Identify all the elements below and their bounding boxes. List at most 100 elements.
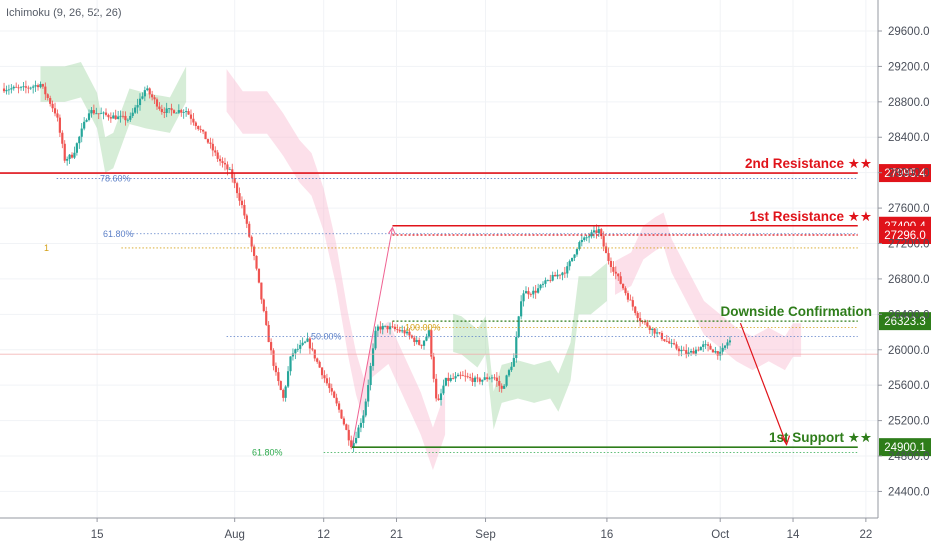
candle-body xyxy=(163,112,166,113)
candle-body xyxy=(345,424,348,430)
candle-body xyxy=(250,236,253,247)
y-tick-label: 25600.0 xyxy=(888,380,930,392)
candle-body xyxy=(124,115,127,121)
candle-body xyxy=(371,348,375,366)
candle-body xyxy=(233,178,236,184)
candle-body xyxy=(104,112,108,115)
candle-body xyxy=(272,350,275,366)
candle-body xyxy=(337,403,341,410)
candle-body xyxy=(160,108,163,113)
candle-body xyxy=(209,142,212,144)
candle-body xyxy=(56,113,59,118)
candle-body xyxy=(694,349,698,354)
candle-body xyxy=(5,90,8,92)
candle-body xyxy=(432,356,435,379)
candle-body xyxy=(75,143,78,153)
candle-body xyxy=(7,89,11,91)
candle-body xyxy=(624,288,627,294)
candle-body xyxy=(206,139,210,143)
candle-body xyxy=(369,365,372,386)
candle-body xyxy=(520,301,523,317)
candle-body xyxy=(78,136,81,144)
candle-body xyxy=(612,267,615,272)
candle-body xyxy=(376,326,380,331)
candle-body xyxy=(90,110,93,114)
price-tag-label: 26323.3 xyxy=(884,316,926,328)
candle-body xyxy=(354,437,358,443)
candle-body xyxy=(726,342,729,346)
candle-body xyxy=(194,122,197,126)
candle-body xyxy=(636,312,639,319)
price-tag xyxy=(879,164,931,183)
candle-body xyxy=(702,344,705,347)
candle-body xyxy=(488,378,491,380)
candle-body xyxy=(563,272,566,274)
candle-body xyxy=(306,338,309,342)
candle-body xyxy=(549,280,552,281)
candle-body xyxy=(68,154,71,159)
candle-body xyxy=(158,106,161,109)
candle-body xyxy=(493,377,496,379)
candle-body xyxy=(420,344,423,346)
candle-body xyxy=(614,271,617,274)
candle-body xyxy=(719,351,722,356)
candle-body xyxy=(435,378,438,399)
projection-line xyxy=(351,227,393,448)
candle-body xyxy=(486,377,489,380)
candle-body xyxy=(350,440,353,448)
x-tick-label: 14 xyxy=(787,529,800,541)
candle-body xyxy=(199,129,202,130)
candle-body xyxy=(114,115,117,120)
candle-body xyxy=(617,273,620,277)
price-tag xyxy=(879,226,931,245)
candle-body xyxy=(427,330,430,337)
candle-body xyxy=(286,371,290,387)
candle-body xyxy=(311,348,314,350)
candle-body xyxy=(680,349,683,352)
candle-body xyxy=(39,84,42,88)
candle-body xyxy=(469,377,472,379)
candle-body xyxy=(515,336,518,358)
candle-body xyxy=(100,113,103,115)
candle-body xyxy=(265,311,268,325)
y-tick-label: 29600.0 xyxy=(888,26,930,38)
candle-body xyxy=(214,150,217,153)
candle-body xyxy=(393,326,396,330)
candle-body xyxy=(262,299,265,312)
candle-body xyxy=(527,291,530,295)
level-name: Downside Confirmation xyxy=(721,304,873,319)
x-tick-label: 16 xyxy=(601,529,614,541)
candle-body xyxy=(609,260,613,268)
candle-body xyxy=(728,340,732,343)
candle-body xyxy=(398,329,401,332)
candle-body xyxy=(175,112,178,114)
candle-body xyxy=(185,111,188,113)
candle-body xyxy=(422,340,426,346)
candle-body xyxy=(626,293,630,300)
y-tick-label: 28800.0 xyxy=(888,97,930,109)
candle-body xyxy=(102,112,105,114)
candle-body xyxy=(442,385,445,394)
candle-body xyxy=(180,110,183,113)
candle-body xyxy=(651,328,654,331)
candle-body xyxy=(134,107,137,113)
candle-body xyxy=(653,328,656,334)
candle-body xyxy=(461,375,464,377)
candle-body xyxy=(697,349,700,351)
candle-body xyxy=(335,397,338,404)
candle-body xyxy=(12,86,15,89)
candle-body xyxy=(92,110,95,114)
price-tag-label: 27296.0 xyxy=(884,230,926,242)
candle-body xyxy=(66,158,69,161)
candle-body xyxy=(255,255,258,269)
candle-body xyxy=(291,353,295,357)
candle-body xyxy=(277,372,280,382)
candle-body xyxy=(510,366,513,371)
candle-body xyxy=(665,340,668,342)
candle-body xyxy=(546,280,549,281)
candle-body xyxy=(112,115,115,119)
candle-body xyxy=(284,386,287,398)
candle-body xyxy=(430,330,433,357)
candle-body xyxy=(532,290,535,295)
